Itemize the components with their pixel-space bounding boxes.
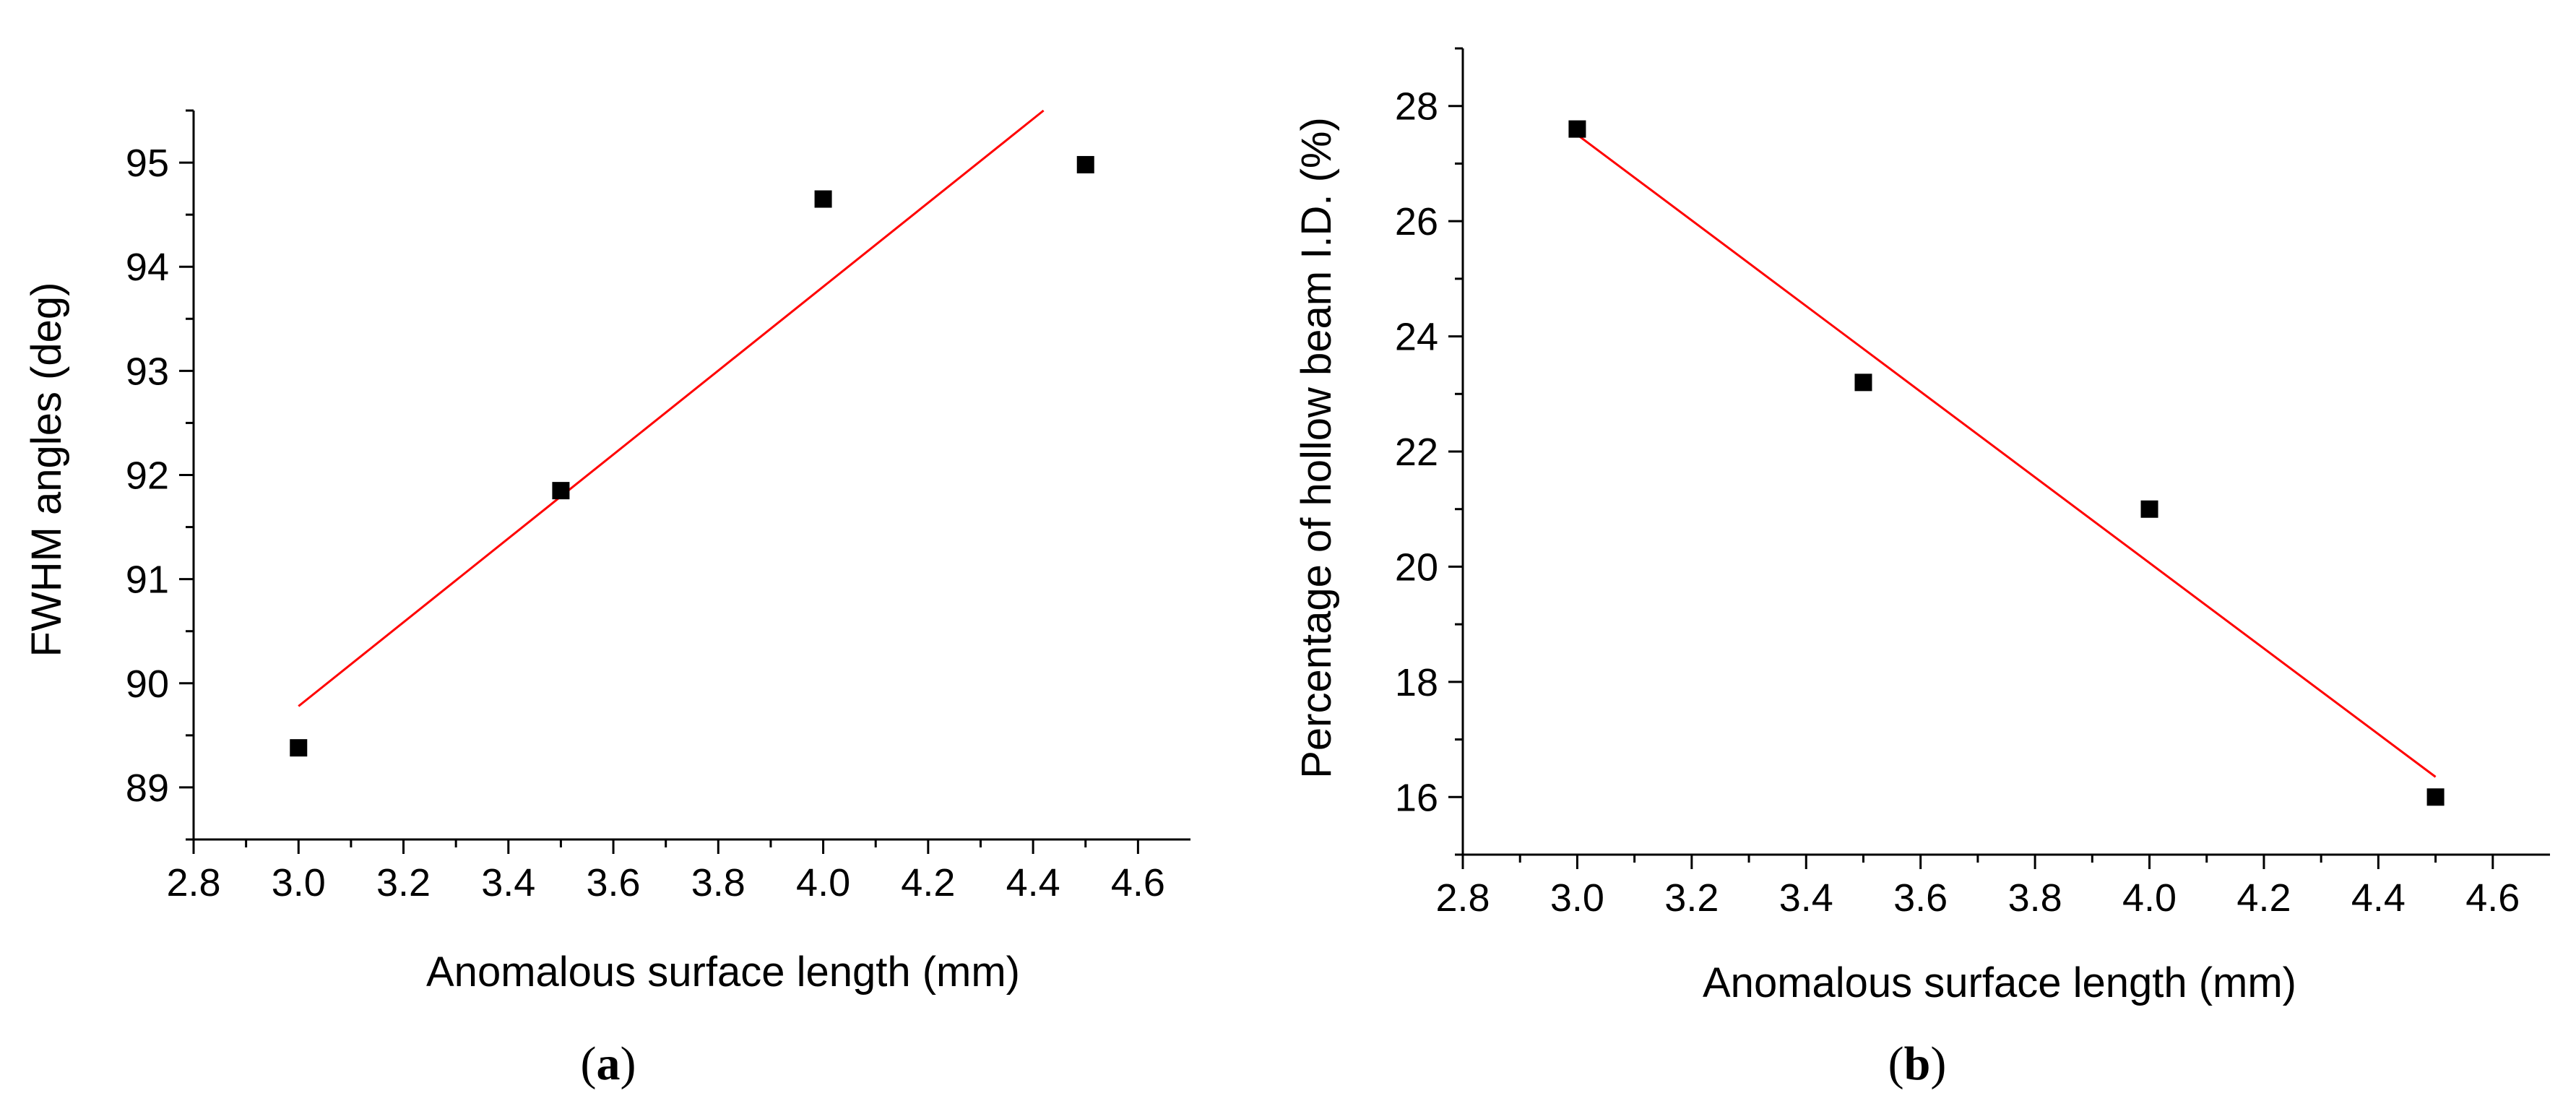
panel-b-x-tick-label: 3.8 (2008, 876, 2062, 920)
panel-b-y-tick-label: 20 (1395, 545, 1438, 589)
panel-a-y-tick-label: 92 (126, 454, 169, 498)
panel-b-y-tick-label: 18 (1395, 661, 1438, 704)
panel-a-x-tick-label: 3.8 (691, 861, 745, 904)
panel-b-y-axis-title: Percentage of hollow beam I.D. (%) (1293, 117, 1340, 779)
panel-b-y-tick-label: 26 (1395, 200, 1438, 243)
panel-a-y-tick-label: 93 (126, 350, 169, 393)
panel-b-ticks: 2.8 3.0 3.2 3.4 3.6 3.8 4.0 4.2 4.4 4.6 16 18 20 22 24… (1395, 47, 2520, 920)
panel-b-label-open: ( (1888, 1037, 1904, 1090)
chart-panel-a: 2.8 3.0 3.2 3.4 3.6 3.8 4.0 4.2 4.4 4.6 89 90 91 92 93… (23, 109, 1190, 1090)
panel-a-y-axis-title: FWHM angles (deg) (23, 282, 70, 657)
panel-b-data-point (2140, 500, 2158, 518)
panel-b-y-tick-label: 16 (1395, 776, 1438, 819)
panel-b-y-tick-label: 28 (1395, 85, 1438, 129)
panel-a-x-tick-label: 4.2 (901, 861, 955, 904)
panel-a-fit (298, 109, 1045, 707)
panel-a-data-point (814, 190, 832, 208)
panel-b-x-tick-label: 2.8 (1435, 876, 1490, 920)
panel-b-x-tick-label: 4.4 (2351, 876, 2406, 920)
panel-a-x-tick-label: 2.8 (166, 861, 220, 904)
panel-b-x-tick-label: 3.4 (1779, 876, 1833, 920)
chart-panel-b: 2.8 3.0 3.2 3.4 3.6 3.8 4.0 4.2 4.4 4.6 16 18 20 22 24… (1293, 47, 2550, 1090)
panel-b-x-tick-label: 3.0 (1550, 876, 1604, 920)
panel-a-x-tick-label: 4.4 (1006, 861, 1060, 904)
panel-b-x-tick-label: 3.6 (1893, 876, 1948, 920)
panel-b-label: (b) (1888, 1037, 1947, 1090)
panel-a-label: (a) (581, 1037, 636, 1090)
panel-a-x-tick-label: 3.6 (587, 861, 641, 904)
panel-a-data-point (552, 482, 570, 500)
panel-a-data-point (1076, 155, 1094, 173)
panel-b-label-letter: b (1904, 1037, 1931, 1090)
panel-b-x-axis-title: Anomalous surface length (mm) (1703, 959, 2296, 1006)
panel-a-x-tick-label: 3.4 (481, 861, 535, 904)
panel-a-y-tick-label: 95 (126, 142, 169, 185)
panel-a-fit-line (298, 109, 1045, 707)
panel-b-data-point (1854, 374, 1872, 392)
panel-b-y-tick-label: 22 (1395, 431, 1438, 474)
panel-b-label-close: ) (1930, 1037, 1946, 1090)
panel-a-y-tick-label: 94 (126, 246, 169, 289)
panel-a-label-close: ) (621, 1037, 636, 1090)
panel-a-x-tick-label: 4.0 (796, 861, 850, 904)
panel-a-points (290, 155, 1094, 757)
panel-b-x-tick-label: 3.2 (1664, 876, 1719, 920)
panel-b-fit (1576, 134, 2437, 778)
panel-a-y-tick-label: 89 (126, 767, 169, 810)
panel-a-y-tick-label: 90 (126, 662, 169, 706)
panel-a-x-tick-label: 3.0 (272, 861, 326, 904)
panel-a-x-tick-label: 3.2 (376, 861, 431, 904)
panel-b-points (1568, 120, 2445, 806)
panel-a-label-letter: a (597, 1037, 621, 1090)
panel-a-ticks: 2.8 3.0 3.2 3.4 3.6 3.8 4.0 4.2 4.4 4.6 89 90 91 92 93… (126, 109, 1165, 904)
panel-b-x-tick-label: 4.2 (2236, 876, 2291, 920)
panel-b-x-tick-label: 4.0 (2122, 876, 2177, 920)
panel-b-data-point (1568, 120, 1586, 138)
panel-a-label-open: ( (581, 1037, 597, 1090)
panel-a-y-tick-label: 91 (126, 558, 169, 602)
panel-b-y-tick-label: 24 (1395, 316, 1438, 359)
panel-a-x-axis-title: Anomalous surface length (mm) (426, 949, 1020, 996)
panel-a-x-tick-label: 4.6 (1111, 861, 1165, 904)
panel-b-fit-line (1576, 134, 2437, 778)
panel-b-data-point (2426, 788, 2445, 806)
panel-a-data-point (290, 739, 308, 757)
panel-b-x-tick-label: 4.6 (2465, 876, 2520, 920)
